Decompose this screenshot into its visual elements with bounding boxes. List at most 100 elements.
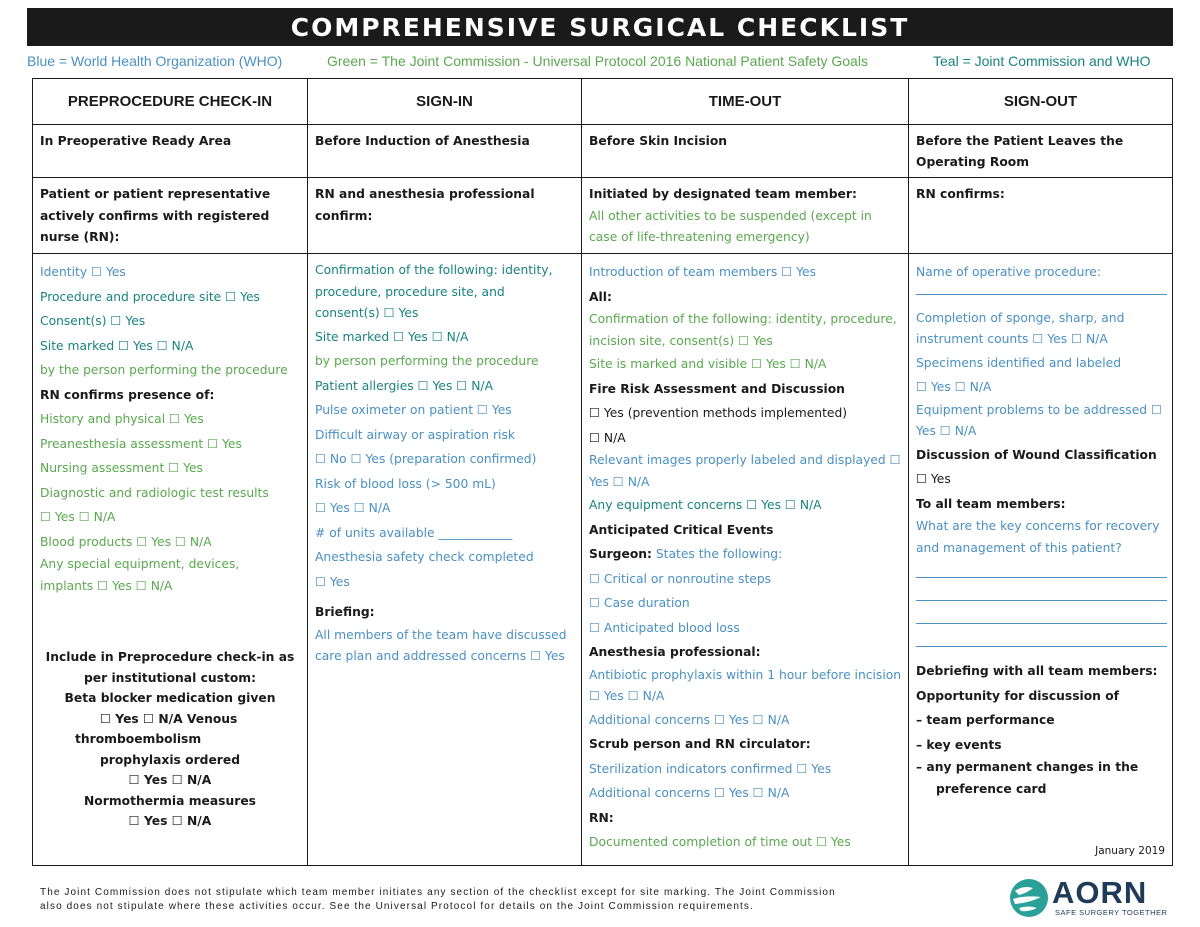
list-item: ☐ No ☐ Yes (preparation confirmed) (315, 452, 537, 466)
legend-teal: Teal = Joint Commission and WHO (933, 53, 1151, 69)
list-item: # of units available ____________ (315, 525, 513, 540)
list-item: Briefing: (315, 605, 375, 619)
list-item: Risk of blood loss (> 500 mL) (315, 476, 496, 491)
title-bar: COMPREHENSIVE SURGICAL CHECKLIST (27, 8, 1173, 46)
list-item: ☐ Yes ☐ N/A (916, 380, 992, 394)
list-item: Additional concerns ☐ Yes ☐ N/A (589, 712, 790, 727)
aorn-logo: AORN SAFE SURGERY TOGETHER (1007, 875, 1167, 920)
column-sign-out: SIGN-OUT Before the Patient Leaves the O… (908, 79, 1172, 865)
column-header: TIME-OUT (582, 79, 908, 125)
footer-line: The Joint Commission does not stipulate … (40, 887, 836, 898)
list-item: ☐ Yes (916, 472, 951, 486)
list-item: per institutional custom: (83, 670, 256, 685)
list-item: Yes ☐ N/A (916, 424, 977, 438)
list-item: Patient allergies ☐ Yes ☐ N/A (315, 378, 493, 393)
surgeon-row: Surgeon: States the following: (589, 542, 901, 567)
list-item: Identity ☐ Yes (40, 265, 126, 279)
institutional-custom: Include in Preprocedure check-in as per … (40, 647, 300, 832)
column-items: Identity ☐ Yes Procedure and procedure s… (33, 254, 307, 865)
list-item: Opportunity for discussion of (916, 688, 1120, 703)
list-item: Debriefing with all team members: (916, 664, 1158, 678)
column-when: Before Induction of Anesthesia (308, 125, 581, 178)
list-item: procedure, procedure site, and (315, 284, 505, 299)
list-item: Blood products ☐ Yes ☐ N/A (40, 534, 212, 549)
list-item: ☐ Yes ☐ N/A (128, 814, 212, 828)
list-item: Site is marked and visible ☐ Yes ☐ N/A (589, 357, 827, 371)
blank-line (916, 623, 1167, 624)
list-item: ☐ Case duration (589, 596, 690, 610)
list-item: Yes ☐ N/A (589, 474, 650, 489)
list-item: What are the key concerns for recovery (916, 519, 1160, 533)
list-item: ☐ Yes (prevention methods implemented) (589, 406, 848, 420)
list-item: ☐ Yes ☐ N/A (128, 773, 212, 787)
list-item: Anesthesia professional: (589, 645, 761, 659)
list-item: ☐ Anticipated blood loss (589, 620, 740, 635)
footer-note: The Joint Commission does not stipulate … (40, 886, 836, 914)
list-item: by the person performing the procedure (40, 363, 288, 377)
list-item: – key events (916, 737, 1002, 752)
list-item: To all team members: (916, 496, 1066, 511)
list-item: Relevant images properly labeled and dis… (589, 453, 901, 467)
logo-tagline: SAFE SURGERY TOGETHER (1055, 908, 1168, 917)
blank-line (916, 577, 1167, 578)
column-items: Introduction of team members ☐ Yes All: … (582, 254, 908, 865)
footer-line: also does not stipulate where these acti… (40, 901, 754, 912)
column-who: Initiated by designated team member: All… (582, 178, 908, 254)
list-item: Antibiotic prophylaxis within 1 hour bef… (589, 667, 902, 682)
list-item: Any special equipment, devices, (40, 557, 240, 571)
list-item: Anesthesia safety check completed (315, 550, 534, 564)
blank-line (916, 646, 1167, 647)
list-item: Completion of sponge, sharp, and (916, 310, 1125, 325)
list-item: Introduction of team members ☐ Yes (589, 265, 816, 279)
list-item: Difficult airway or aspiration risk (315, 427, 515, 442)
list-item: care plan and addressed concerns ☐ Yes (315, 649, 565, 663)
column-items: Confirmation of the following: identity,… (308, 254, 581, 865)
list-item: Confirmation of the following: identity,… (589, 312, 897, 326)
list-item: Consent(s) ☐ Yes (40, 314, 146, 328)
list-item: RN confirms presence of: (40, 387, 215, 402)
list-item: incision site, consent(s) ☐ Yes (589, 333, 773, 348)
column-when: Before Skin Incision (582, 125, 908, 178)
list-item: Scrub person and RN circulator: (589, 737, 811, 751)
list-item: Discussion of Wound Classification (916, 447, 1157, 462)
list-item: prophylaxis ordered (99, 752, 240, 767)
blank-line (916, 293, 1167, 295)
who-note: All other activities to be suspended (ex… (589, 208, 872, 245)
list-item: All members of the team have discussed (315, 627, 567, 642)
list-item: History and physical ☐ Yes (40, 412, 204, 426)
list-item: ☐ Yes ☐ N/A Venous (100, 711, 238, 726)
column-who: RN confirms: (909, 178, 1172, 254)
list-item: implants ☐ Yes ☐ N/A (40, 578, 173, 593)
list-item: Site marked ☐ Yes ☐ N/A (40, 338, 194, 353)
column-who: Patient or patient representative active… (33, 178, 307, 254)
list-item: Procedure and procedure site ☐ Yes (40, 289, 260, 304)
list-item: Preanesthesia assessment ☐ Yes (40, 436, 242, 451)
column-header: SIGN-IN (308, 79, 581, 125)
list-item: Documented completion of time out ☐ Yes (589, 835, 851, 849)
logo-wordmark: AORN (1052, 875, 1148, 910)
list-item: preference card (936, 781, 1047, 796)
list-item: ☐ Yes ☐ N/A (315, 501, 391, 515)
list-item: RN: (589, 810, 614, 825)
list-item: consent(s) ☐ Yes (315, 306, 419, 320)
list-item: ☐ N/A (589, 430, 626, 445)
column-header: SIGN-OUT (909, 79, 1172, 125)
list-item: Fire Risk Assessment and Discussion (589, 381, 845, 396)
list-item: Pulse oximeter on patient ☐ Yes (315, 403, 512, 417)
list-item: Confirmation of the following: identity, (315, 263, 553, 277)
legend-green: Green = The Joint Commission - Universal… (327, 53, 868, 69)
list-item: ☐ Yes ☐ N/A (40, 510, 116, 524)
list-item: Normothermia measures (84, 793, 256, 808)
column-items: Name of operative procedure: Completion … (909, 254, 1172, 865)
list-item: – any permanent changes in the (916, 760, 1139, 774)
list-item: Anticipated Critical Events (589, 522, 774, 537)
column-when: In Preoperative Ready Area (33, 125, 307, 178)
list-item: ☐ Yes ☐ N/A (589, 689, 665, 703)
list-item: All: (589, 289, 612, 304)
list-item: Site marked ☐ Yes ☐ N/A (315, 329, 469, 344)
revision-date: January 2019 (1095, 845, 1165, 857)
column-time-out: TIME-OUT Before Skin Incision Initiated … (581, 79, 908, 865)
column-preprocedure: PREPROCEDURE CHECK-IN In Preoperative Re… (33, 79, 307, 865)
checklist-table: PREPROCEDURE CHECK-IN In Preoperative Re… (32, 78, 1173, 866)
list-item: Name of operative procedure: (916, 265, 1101, 279)
